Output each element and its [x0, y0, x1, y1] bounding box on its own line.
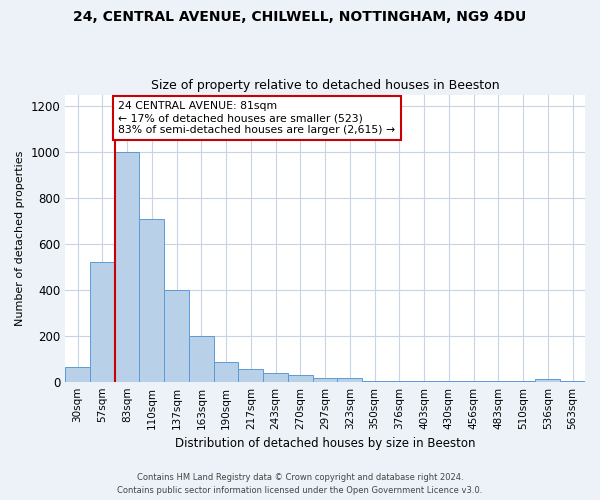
Text: 24 CENTRAL AVENUE: 81sqm
← 17% of detached houses are smaller (523)
83% of semi-: 24 CENTRAL AVENUE: 81sqm ← 17% of detach… [118, 102, 395, 134]
Bar [288, 375, 313, 382]
Bar [90, 262, 115, 382]
Bar [115, 152, 139, 382]
Bar [238, 369, 263, 382]
Bar [189, 336, 214, 382]
Bar [139, 218, 164, 382]
Bar [535, 379, 560, 382]
Y-axis label: Number of detached properties: Number of detached properties [15, 150, 25, 326]
Text: 24, CENTRAL AVENUE, CHILWELL, NOTTINGHAM, NG9 4DU: 24, CENTRAL AVENUE, CHILWELL, NOTTINGHAM… [73, 10, 527, 24]
Title: Size of property relative to detached houses in Beeston: Size of property relative to detached ho… [151, 79, 499, 92]
Bar [387, 380, 412, 382]
Bar [164, 290, 189, 382]
Bar [337, 378, 362, 382]
Bar [461, 380, 486, 382]
X-axis label: Distribution of detached houses by size in Beeston: Distribution of detached houses by size … [175, 437, 475, 450]
Bar [214, 362, 238, 382]
Bar [511, 380, 535, 382]
Bar [560, 380, 585, 382]
Bar [65, 367, 90, 382]
Text: Contains HM Land Registry data © Crown copyright and database right 2024.
Contai: Contains HM Land Registry data © Crown c… [118, 474, 482, 495]
Bar [412, 380, 436, 382]
Bar [263, 373, 288, 382]
Bar [313, 378, 337, 382]
Bar [436, 380, 461, 382]
Bar [362, 380, 387, 382]
Bar [486, 380, 511, 382]
